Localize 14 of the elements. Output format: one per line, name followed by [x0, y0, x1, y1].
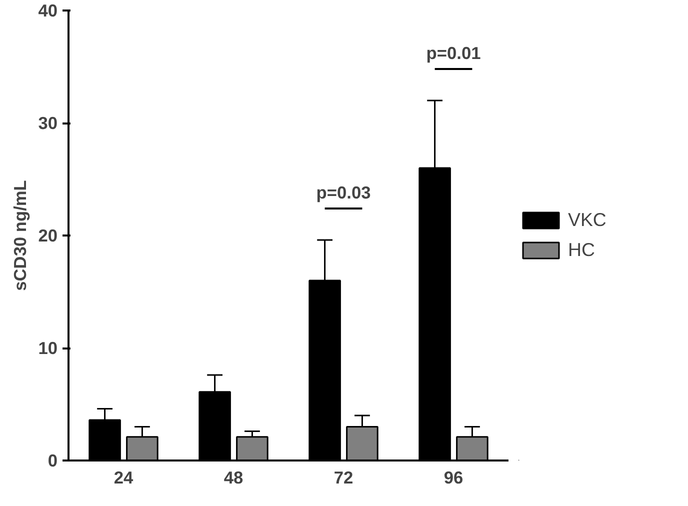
x-tick-label: 72 — [334, 468, 354, 488]
x-tick-label: 48 — [224, 468, 244, 488]
y-tick-label: 40 — [38, 0, 58, 20]
y-tick-label: 30 — [38, 113, 58, 133]
y-tick-label: 10 — [38, 338, 58, 358]
y-axis-title: sCD30 ng/mL — [10, 180, 30, 291]
legend-label: VKC — [568, 209, 606, 231]
legend-label: HC — [568, 239, 595, 261]
annotation: p=0.03 — [316, 182, 372, 202]
x-tick-label: 96 — [444, 468, 464, 488]
annotation: p=0.01 — [426, 43, 482, 63]
y-tick-label: 20 — [38, 226, 58, 246]
x-tick-label: 24 — [114, 468, 134, 488]
y-tick-label: 0 — [48, 450, 58, 470]
